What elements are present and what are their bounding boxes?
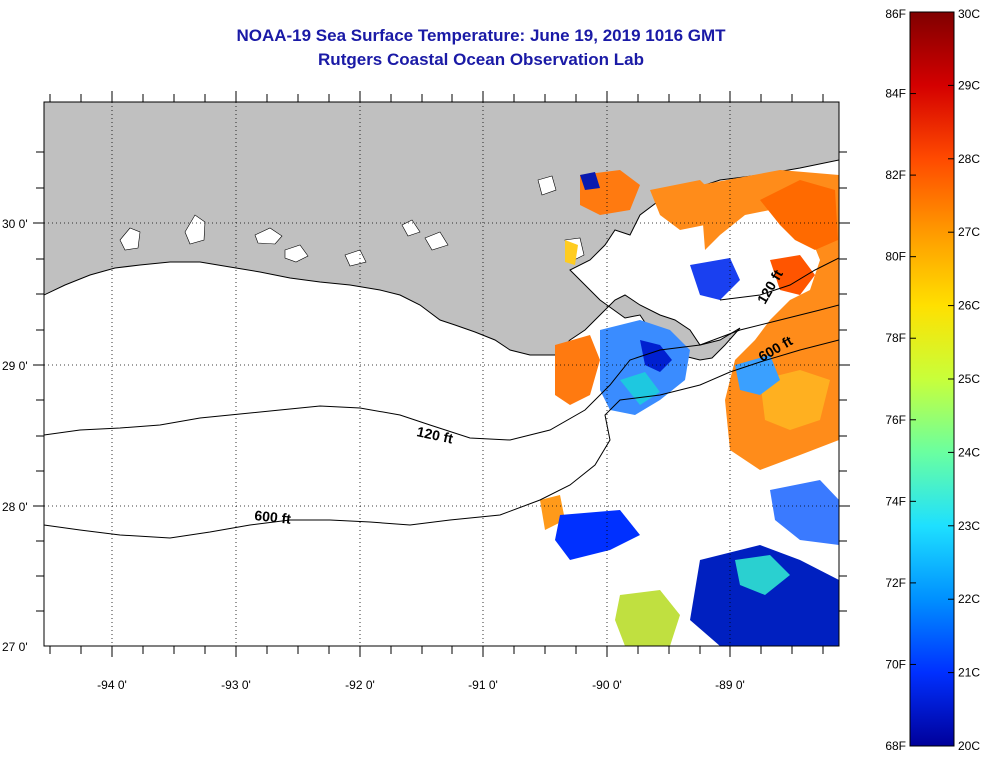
colorbar-f-label: 84F [885, 87, 906, 101]
colorbar-c-label: 27C [958, 225, 980, 239]
colorbar-f-label: 76F [885, 413, 906, 427]
colorbar-f-label: 86F [885, 7, 906, 21]
colorbar-f-label: 80F [885, 250, 906, 264]
lon-label-93: -93 0' [221, 678, 251, 692]
colorbar-f-label: 68F [885, 739, 906, 753]
map-panel [44, 102, 839, 646]
colorbar-fahrenheit-labels: 86F 84F 82F 80F 78F 76F 74F 72F 70F 68F [885, 7, 916, 753]
colorbar-c-label: 22C [958, 592, 980, 606]
colorbar-gradient [909, 11, 955, 747]
map-title: NOAA-19 Sea Surface Temperature: June 19… [236, 26, 726, 45]
colorbar-c-label: 24C [958, 445, 980, 459]
depth-contours [44, 257, 839, 539]
lat-label-30: 30 0' [2, 217, 28, 231]
colorbar-f-label: 72F [885, 576, 906, 590]
colorbar-c-label: 29C [958, 78, 980, 92]
map-frame [43, 101, 840, 647]
colorbar-f-label: 70F [885, 657, 906, 671]
contour-label-120ft-west: 120 ft [415, 423, 454, 446]
lat-label-28: 28 0' [2, 500, 28, 514]
contour-label-600ft-west: 600 ft [254, 507, 292, 527]
axis-ticks [33, 91, 850, 657]
colorbar-c-label: 25C [958, 372, 980, 386]
colorbar: 86F 84F 82F 80F 78F 76F 74F 72F 70F 68F 30C 29C 28C… [885, 7, 980, 753]
colorbar-celsius-labels: 30C 29C 28C 27C 26C 25C 24C 23C 22C 21C 20C [948, 7, 980, 753]
colorbar-c-label: 26C [958, 299, 980, 313]
lon-label-92: -92 0' [345, 678, 375, 692]
colorbar-f-label: 74F [885, 494, 906, 508]
lat-label-29: 29 0' [2, 359, 28, 373]
colorbar-f-label: 82F [885, 168, 906, 182]
map-subtitle: Rutgers Coastal Ocean Observation Lab [318, 50, 644, 69]
lon-label-89: -89 0' [715, 678, 745, 692]
colorbar-c-label: 23C [958, 519, 980, 533]
lat-label-27: 27 0' [2, 640, 28, 654]
colorbar-c-label: 21C [958, 666, 980, 680]
graticule [44, 102, 839, 646]
colorbar-c-label: 30C [958, 7, 980, 21]
colorbar-c-label: 28C [958, 152, 980, 166]
lon-label-91: -91 0' [468, 678, 498, 692]
land-mass [44, 102, 839, 361]
sst-data [540, 170, 839, 646]
colorbar-f-label: 78F [885, 331, 906, 345]
lon-label-94: -94 0' [97, 678, 127, 692]
colorbar-c-label: 20C [958, 739, 980, 753]
lon-label-90: -90 0' [592, 678, 622, 692]
